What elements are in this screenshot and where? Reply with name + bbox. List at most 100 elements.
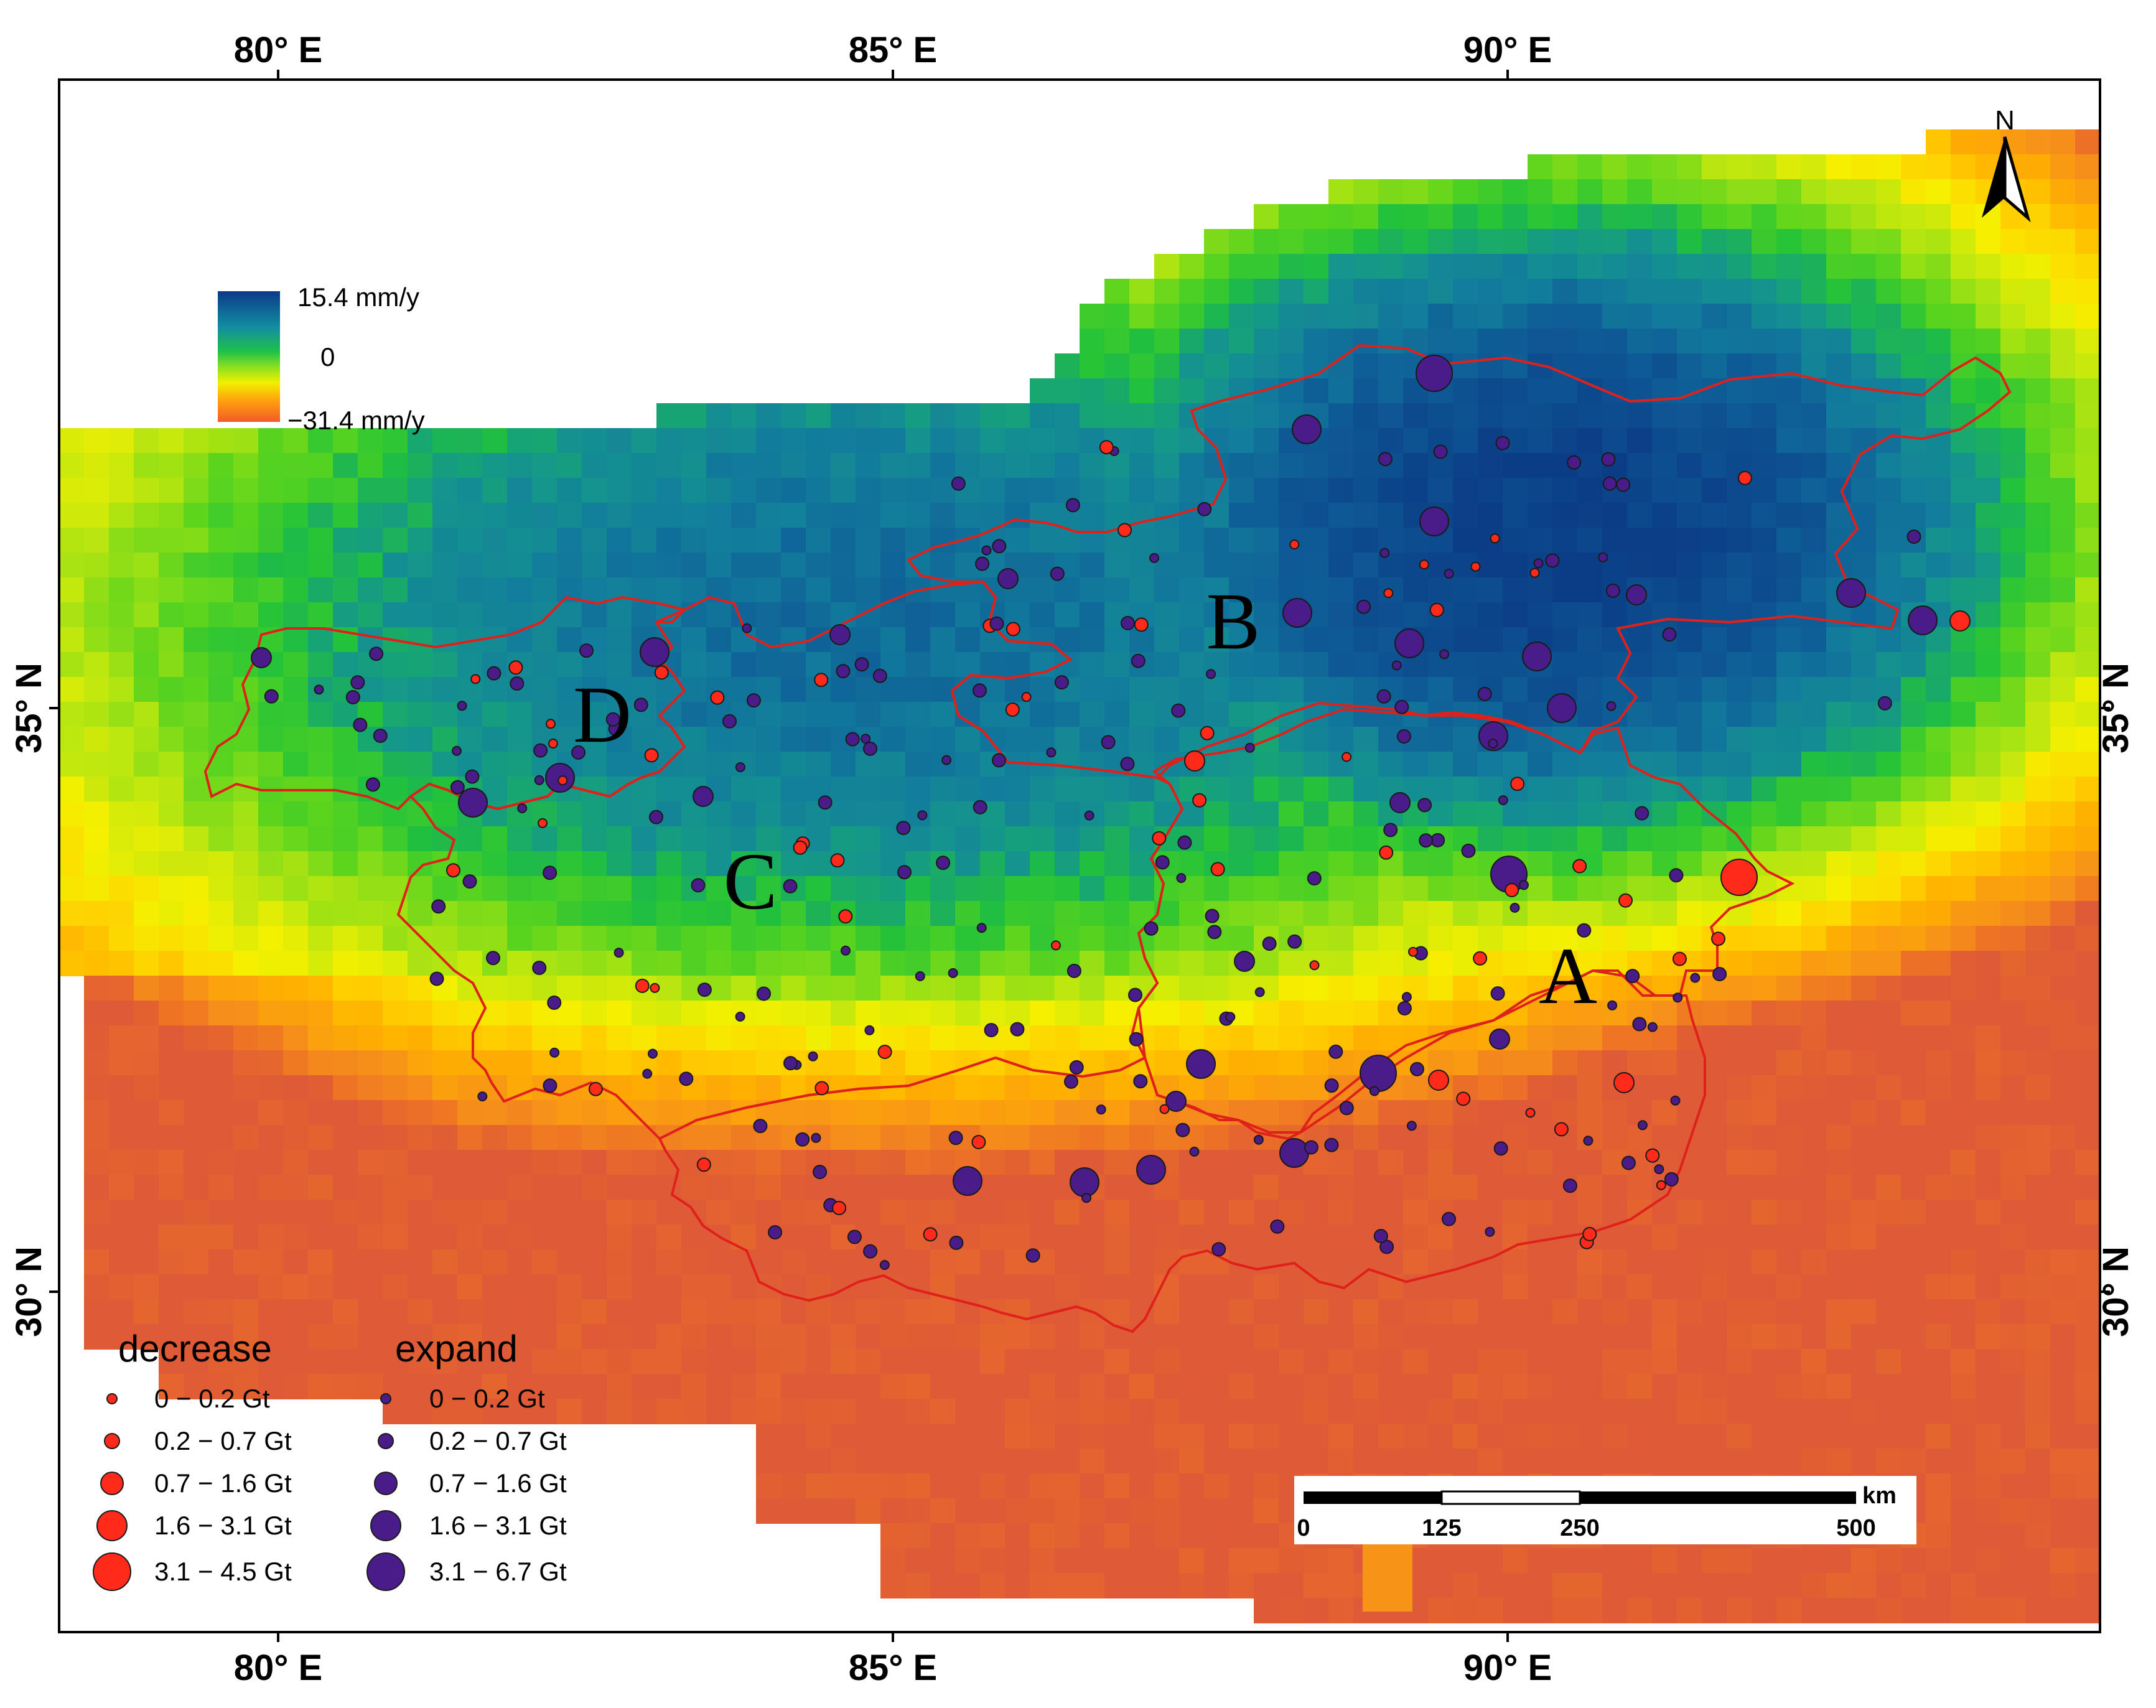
top-tick-label: 80° E <box>234 30 323 70</box>
raster-cell <box>1926 1050 1951 1076</box>
raster-cell <box>1727 1374 1752 1399</box>
raster-cell <box>607 453 632 478</box>
raster-cell <box>1926 279 1951 304</box>
raster-cell <box>831 503 856 528</box>
raster-cell <box>184 602 209 628</box>
raster-cell <box>1951 1200 1976 1225</box>
raster-cell <box>1727 403 1752 429</box>
raster-cell <box>1801 602 1827 628</box>
raster-cell <box>607 602 632 628</box>
raster-cell <box>208 503 234 528</box>
expand-marker <box>1605 583 1620 598</box>
raster-cell <box>258 976 284 1001</box>
raster-cell <box>1055 1225 1080 1250</box>
raster-cell <box>1677 403 1702 429</box>
raster-cell <box>1602 926 1628 951</box>
raster-cell <box>1826 801 1852 827</box>
raster-cell <box>1005 1424 1030 1449</box>
raster-cell <box>2000 951 2026 976</box>
expand-marker <box>1712 967 1727 981</box>
raster-cell <box>233 453 259 478</box>
raster-cell <box>681 1175 707 1200</box>
raster-cell <box>1851 851 1877 877</box>
raster-cell <box>1776 1573 1802 1598</box>
raster-cell <box>1752 1548 1777 1574</box>
raster-cell <box>208 428 234 454</box>
raster-cell <box>1055 777 1080 802</box>
raster-cell <box>1552 528 1578 553</box>
raster-cell <box>905 428 931 454</box>
raster-cell <box>1503 378 1528 404</box>
raster-cell <box>856 1125 881 1150</box>
decrease-marker <box>1525 1108 1536 1118</box>
raster-cell <box>1627 179 1653 205</box>
raster-cell <box>1055 702 1080 727</box>
raster-cell <box>806 826 831 852</box>
raster-cell <box>1328 652 1354 678</box>
raster-cell <box>1577 1349 1603 1374</box>
raster-cell <box>930 976 956 1001</box>
raster-cell <box>1104 1249 1130 1275</box>
raster-cell <box>1752 304 1777 329</box>
raster-cell <box>2075 453 2100 478</box>
raster-cell <box>1179 453 1205 478</box>
raster-cell <box>208 951 234 976</box>
raster-cell <box>1652 1225 1678 1250</box>
expand-marker <box>847 1230 862 1244</box>
raster-cell <box>208 528 234 553</box>
raster-cell <box>656 1274 682 1300</box>
raster-cell <box>1727 1299 1752 1325</box>
raster-cell <box>1702 503 1727 528</box>
raster-cell <box>781 752 806 777</box>
raster-cell <box>109 1225 134 1250</box>
raster-cell <box>1279 727 1304 752</box>
raster-cell <box>2050 129 2076 155</box>
raster-cell <box>1154 1523 1180 1549</box>
raster-cell <box>1080 1473 1105 1499</box>
raster-cell <box>2075 577 2100 603</box>
raster-cell <box>358 453 383 478</box>
raster-cell <box>880 926 906 951</box>
raster-cell <box>1528 304 1553 329</box>
raster-cell <box>1503 1100 1528 1126</box>
raster-cell <box>1528 1001 1553 1026</box>
raster-cell <box>1702 1349 1727 1374</box>
raster-cell <box>557 951 582 976</box>
raster-cell <box>333 752 358 777</box>
raster-cell <box>1776 677 1802 702</box>
expand-marker <box>1339 1101 1354 1116</box>
raster-cell <box>1552 1349 1578 1374</box>
raster-cell <box>1652 329 1678 354</box>
raster-cell <box>1055 627 1080 653</box>
raster-cell <box>84 1200 110 1225</box>
raster-cell <box>2075 503 2100 528</box>
raster-cell <box>1304 1175 1329 1200</box>
raster-cell <box>1453 254 1478 279</box>
raster-cell <box>507 777 533 802</box>
expand-marker <box>679 1071 694 1086</box>
raster-cell <box>1577 777 1603 802</box>
raster-cell <box>1627 353 1653 379</box>
raster-cell <box>1104 1573 1130 1598</box>
raster-cell <box>930 1399 956 1424</box>
raster-cell <box>1652 702 1678 727</box>
raster-cell <box>1428 677 1454 702</box>
raster-cell <box>1055 353 1080 379</box>
expand-marker <box>510 676 525 691</box>
raster-cell <box>1353 976 1379 1001</box>
raster-cell <box>1378 1150 1404 1175</box>
raster-cell <box>1453 1125 1478 1150</box>
raster-cell <box>2050 702 2076 727</box>
raster-cell <box>1627 752 1653 777</box>
raster-cell <box>1129 1100 1155 1126</box>
expand-marker <box>1324 1137 1339 1152</box>
expand-marker <box>1065 498 1080 513</box>
raster-cell <box>457 1399 483 1424</box>
expand-marker <box>450 780 465 795</box>
raster-cell <box>1328 876 1354 902</box>
raster-cell <box>134 951 159 976</box>
raster-cell <box>1179 1548 1205 1574</box>
raster-cell <box>1328 428 1354 454</box>
raster-cell <box>1179 304 1205 329</box>
raster-cell <box>1776 1424 1802 1449</box>
